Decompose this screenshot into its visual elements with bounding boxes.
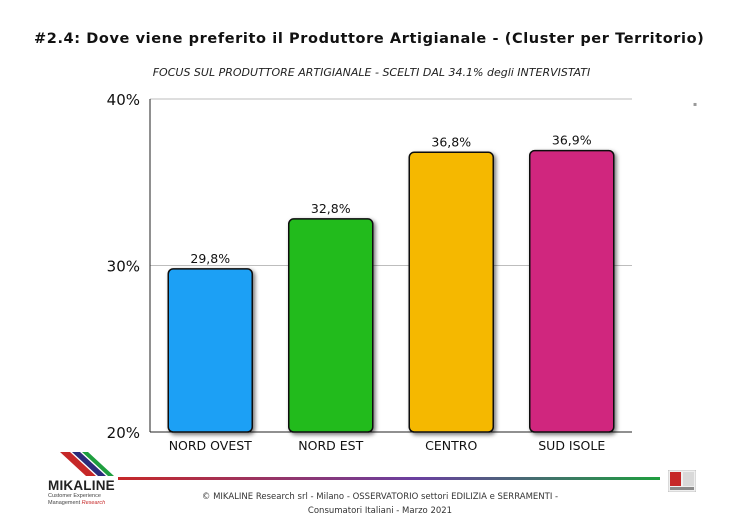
decorative-dot: ▪ <box>693 101 698 108</box>
x-tick-label: SUD ISOLE <box>538 438 605 453</box>
footer-line-1: © MIKALINE Research srl - Milano - OSSER… <box>201 492 559 502</box>
bar <box>288 218 374 433</box>
x-tick-label: CENTRO <box>425 438 477 453</box>
footer-gradient-line <box>118 477 660 480</box>
x-tick-label: NORD OVEST <box>169 438 252 453</box>
mikaline-logo: MIKALINE Customer Experience Management … <box>46 448 116 518</box>
x-tick-label: NORD EST <box>298 438 363 453</box>
data-label: 36,9% <box>552 133 592 148</box>
data-label: 32,8% <box>311 201 351 216</box>
quality-badge-icon <box>667 469 697 493</box>
logo-tagline-2: Management <box>48 499 81 506</box>
logo-tagline: Customer Experience Management Research <box>48 493 118 506</box>
footer-line-2: Consumatori Italiani - Marzo 2021 <box>307 506 453 516</box>
footer-text: © MIKALINE Research srl - Milano - OSSER… <box>130 490 630 518</box>
y-tick-label: 20% <box>107 424 140 442</box>
bar <box>529 149 615 433</box>
logo-tagline-1: Customer Experience <box>48 493 101 499</box>
bar <box>408 151 494 433</box>
data-label: 36,8% <box>431 134 471 149</box>
bar-chart: 20% 30% 40% 29,8% NORD OVEST 32,8% NORD EST 36,… <box>107 91 632 453</box>
y-tick-label: 40% <box>107 91 140 109</box>
y-tick-label: 30% <box>107 258 140 276</box>
chart-subtitle: FOCUS SUL PRODUTTORE ARTIGIANALE - SCELT… <box>152 66 591 79</box>
data-label: 29,8% <box>190 251 230 266</box>
bar <box>167 268 253 433</box>
logo-ribbon-icon <box>60 452 114 476</box>
logo-wordmark: MIKALINE <box>48 478 115 493</box>
page-title: #2.4: Dove viene preferito il Produttore… <box>34 31 705 47</box>
logo-tagline-3: Research <box>81 499 106 506</box>
